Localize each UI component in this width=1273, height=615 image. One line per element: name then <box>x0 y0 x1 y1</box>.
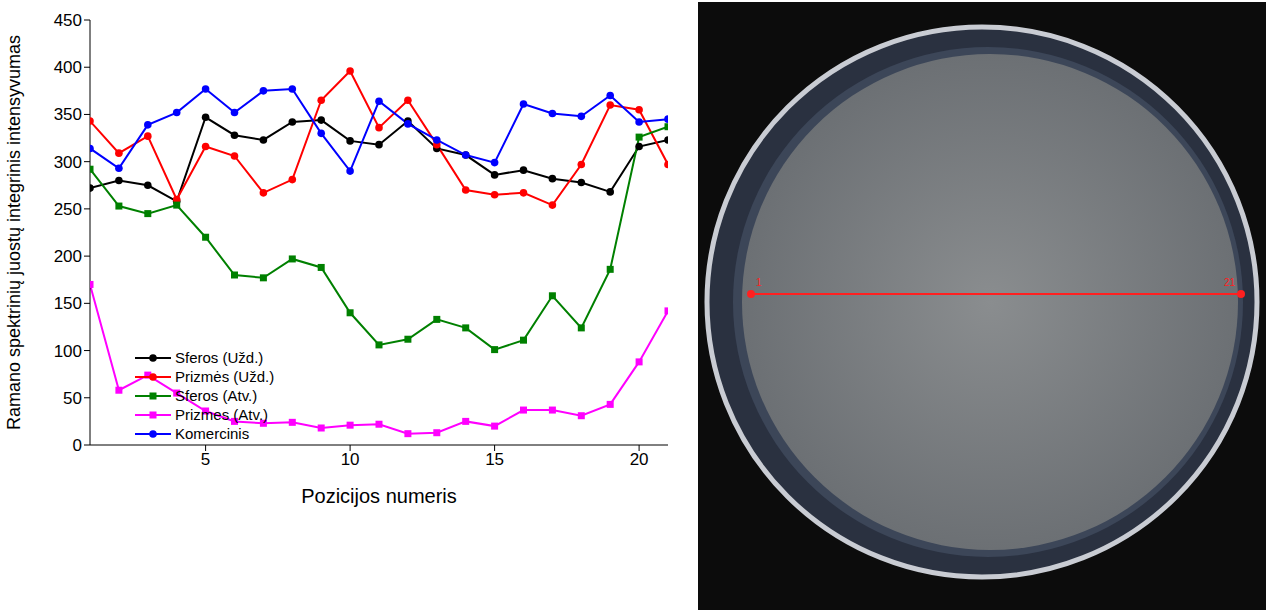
svg-text:50: 50 <box>63 389 82 408</box>
svg-text:15: 15 <box>485 450 504 469</box>
svg-text:5: 5 <box>201 450 210 469</box>
svg-text:250: 250 <box>54 200 82 219</box>
svg-text:200: 200 <box>54 247 82 266</box>
svg-text:10: 10 <box>341 450 360 469</box>
svg-text:1: 1 <box>756 277 762 288</box>
html-text:Prizmes (Atv.): Prizmes (Atv.) <box>175 406 269 423</box>
html-text:Prizmės (Užd.): Prizmės (Užd.) <box>175 368 275 385</box>
html-text:Komercinis: Komercinis <box>175 425 250 442</box>
svg-text:150: 150 <box>54 294 82 313</box>
svg-text:400: 400 <box>54 58 82 77</box>
svg-text:20: 20 <box>630 450 649 469</box>
html-text:Sferos (Atv.): Sferos (Atv.) <box>175 387 258 404</box>
svg-text:100: 100 <box>54 342 82 361</box>
svg-text:300: 300 <box>54 153 82 172</box>
svg-text:Ramano spektrinių juostų integ: Ramano spektrinių juostų integrinis inte… <box>4 35 24 430</box>
svg-text:450: 450 <box>54 11 82 30</box>
svg-text:0: 0 <box>73 436 82 455</box>
svg-text:Pozicijos numeris: Pozicijos numeris <box>301 485 457 507</box>
svg-text:350: 350 <box>54 105 82 124</box>
html-text:Sferos (Užd.): Sferos (Užd.) <box>175 349 264 366</box>
svg-text:21: 21 <box>1224 277 1236 288</box>
